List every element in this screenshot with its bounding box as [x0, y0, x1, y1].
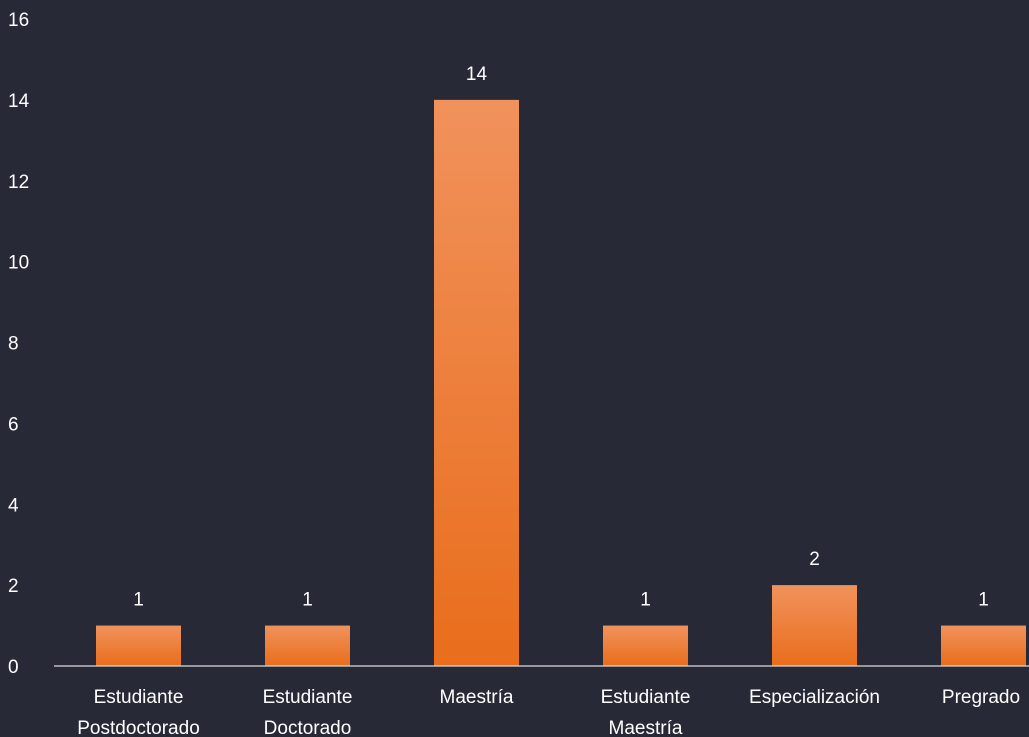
- bar-value-label: 1: [302, 590, 313, 611]
- y-tick-label: 2: [8, 576, 19, 597]
- bar: [772, 585, 857, 666]
- bar: [603, 625, 688, 666]
- bar-value-label: 1: [978, 590, 989, 611]
- bar: [434, 99, 519, 666]
- category-labels-group: Estudiante Postdoctorado Estudiante Doctora…: [77, 687, 1020, 737]
- y-tick-label: 4: [8, 495, 19, 516]
- x-category-label: Estudiante Maestría: [601, 687, 691, 737]
- x-category-label: Maestría: [440, 687, 514, 708]
- x-category-label: Estudiante Doctorado: [263, 687, 353, 737]
- x-category-label: Especialización: [749, 687, 880, 708]
- bar: [265, 625, 350, 666]
- data-labels-group: 1 1 14 1 2 1: [133, 64, 989, 611]
- x-category-label: Pregrado: [942, 687, 1020, 708]
- bars-group: [96, 99, 1026, 666]
- bar-value-label: 2: [809, 549, 820, 570]
- bar-value-label: 14: [466, 64, 488, 85]
- bar-value-label: 1: [133, 590, 144, 611]
- y-tick-label: 12: [8, 172, 29, 193]
- y-tick-label: 8: [8, 334, 19, 355]
- bar: [941, 625, 1026, 666]
- y-tick-label: 16: [8, 10, 29, 31]
- y-axis-ticks: 0 2 4 6 8 10 12 14 16: [8, 10, 30, 678]
- bar: [96, 625, 181, 666]
- y-tick-label: 14: [8, 91, 30, 112]
- bar-value-label: 1: [640, 590, 651, 611]
- x-category-label: Estudiante Postdoctorado: [77, 687, 200, 737]
- y-tick-label: 6: [8, 414, 19, 435]
- y-tick-label: 10: [8, 253, 29, 274]
- y-tick-label: 0: [8, 657, 19, 678]
